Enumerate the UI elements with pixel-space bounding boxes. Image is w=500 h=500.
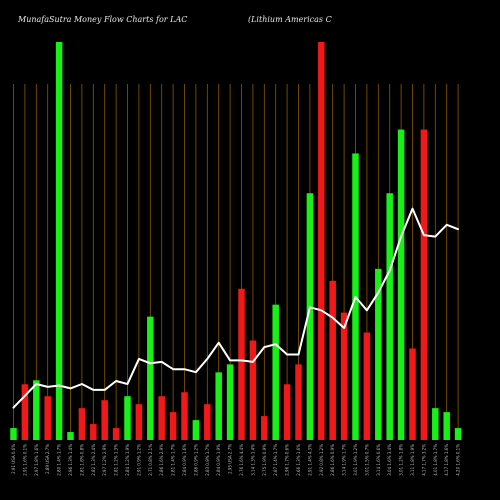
x-tick-label: 2.97 1.8% 1.6% xyxy=(34,444,39,476)
x-tick-label: 3.01 1.9% 1.2% xyxy=(353,444,358,476)
x-tick-label: 3.14 1.3% 1.4% xyxy=(250,444,255,476)
x-tick-label: 3.01 1.5% 0.7% xyxy=(364,444,369,476)
volume-bar xyxy=(44,396,51,440)
x-axis-ticks: 2.91 USA 0.6% 2.91 1.6% 0.1% 2.97 1.8% 1.6… xyxy=(11,444,461,476)
x-tick-label: 2.91 USA 0.6% xyxy=(11,444,16,474)
x-tick-label: 2.84 0.9% 1.6% xyxy=(182,444,187,476)
x-tick-label: 4.20 1.6% 0.1% xyxy=(456,444,461,476)
volume-bar xyxy=(375,268,382,440)
x-tick-label: 2.81 1.8% 0.8% xyxy=(79,444,84,476)
volume-bar xyxy=(432,408,439,440)
x-tick-label: 2.89 USA 2.7% xyxy=(45,444,50,474)
volume-bar xyxy=(55,42,63,440)
chart-subtitle: (Lithium Americas C xyxy=(248,15,332,24)
volume-bars xyxy=(10,42,462,440)
price-line-path xyxy=(12,207,460,409)
volume-bar xyxy=(318,42,325,440)
volume-bar xyxy=(340,312,348,440)
volume-bar xyxy=(226,364,234,440)
x-tick-label: 2.91 0.9% 1.2% xyxy=(136,444,141,476)
x-tick-label: 2.96 1.3% 1.4% xyxy=(68,444,73,476)
x-tick-label: 2.96 1.7% 0.6% xyxy=(285,444,290,476)
volume-bar xyxy=(454,428,462,440)
x-tick-label: 4.17 1.7% 3.2% xyxy=(421,444,426,476)
volume-bar xyxy=(397,129,405,440)
volume-bar xyxy=(192,420,200,440)
x-tick-label: 2.92 0.8% 1.2% xyxy=(319,444,324,476)
volume-bar xyxy=(295,364,302,440)
x-tick-label: 2.87 1.4% 1.7% xyxy=(273,444,278,476)
x-tick-label: 2.97 1.2% 2.9% xyxy=(102,444,107,476)
x-tick-label: 4.01 1.8% 1.7% xyxy=(433,444,438,476)
volume-bar xyxy=(21,384,29,440)
volume-bar xyxy=(124,396,131,440)
volume-bar xyxy=(272,304,279,440)
volume-bar xyxy=(238,288,245,440)
x-tick-label: 2.75 1.9% 0.9% xyxy=(262,444,267,476)
x-tick-label: 2.81 1.2% 1.3% xyxy=(114,444,119,476)
volume-bar xyxy=(204,404,211,440)
x-tick-label: 2.86 1.6% 0.9% xyxy=(330,444,335,476)
x-tick-label: 2.66 1.3% 1.6% xyxy=(296,444,301,476)
volume-bar xyxy=(261,416,268,440)
volume-bar xyxy=(181,392,188,440)
volume-bar xyxy=(90,424,97,440)
volume-bar xyxy=(386,193,393,440)
volume-bar xyxy=(158,396,165,440)
volume-bar xyxy=(420,129,428,440)
x-tick-label: 2.91 1.6% 0.1% xyxy=(22,444,27,476)
x-tick-label: 4.17 1.8% 1.6% xyxy=(444,444,449,476)
volume-bar xyxy=(249,340,257,440)
x-tick-label: 3.04 1.6% 3.4% xyxy=(387,444,392,476)
volume-bar xyxy=(135,404,143,440)
volume-bar xyxy=(78,408,86,440)
volume-bar xyxy=(306,193,314,440)
x-tick-label: 2.91 1.4% 4.3% xyxy=(307,444,312,476)
chart-title: MunafaSutra Money Flow Charts for LAC xyxy=(17,15,187,24)
volume-bar xyxy=(215,372,222,440)
x-tick-label: 2.82 1.3% 2.4% xyxy=(91,444,96,476)
volume-bar xyxy=(363,332,371,440)
price-line xyxy=(12,207,460,409)
volume-bar xyxy=(409,348,416,440)
volume-bar xyxy=(283,384,291,440)
x-tick-label: 2.83 0.9% 1.7% xyxy=(205,444,210,476)
x-tick-label: 2.95 USA 2.7% xyxy=(228,444,233,474)
volume-bar xyxy=(147,316,154,440)
x-tick-label: 2.76 1.6% 4.4% xyxy=(239,444,244,476)
x-tick-label: 2.71 0.8% 2.1% xyxy=(148,444,153,476)
volume-bar xyxy=(329,280,336,440)
x-tick-label: 2.84 1.2% 1.9% xyxy=(125,444,130,476)
x-tick-label: 2.80 1.4% 1.7% xyxy=(57,444,62,476)
x-tick-label: 2.86 1.6% 2.9% xyxy=(159,444,164,476)
x-tick-label: 3.14 1.9% 1.7% xyxy=(342,444,347,476)
volume-bar xyxy=(112,428,120,440)
x-tick-label: 3.11 1.8% 1.9% xyxy=(410,444,415,476)
volume-bar xyxy=(169,412,177,440)
x-tick-label: 2.84 0.9% 1.9% xyxy=(216,444,221,476)
volume-bar xyxy=(101,400,108,440)
x-tick-label: 3.01 1.2% 1.8% xyxy=(399,444,404,476)
volume-bar xyxy=(67,432,74,440)
volume-bar xyxy=(33,380,40,440)
x-tick-label: 2.81 1.4% 1.7% xyxy=(171,444,176,476)
x-tick-label: 3.14 1.6% 0.6% xyxy=(376,444,381,476)
volume-bar xyxy=(443,412,450,440)
volume-bar xyxy=(10,428,17,440)
x-tick-label: 2.86 0.9% 1.2% xyxy=(193,444,198,476)
